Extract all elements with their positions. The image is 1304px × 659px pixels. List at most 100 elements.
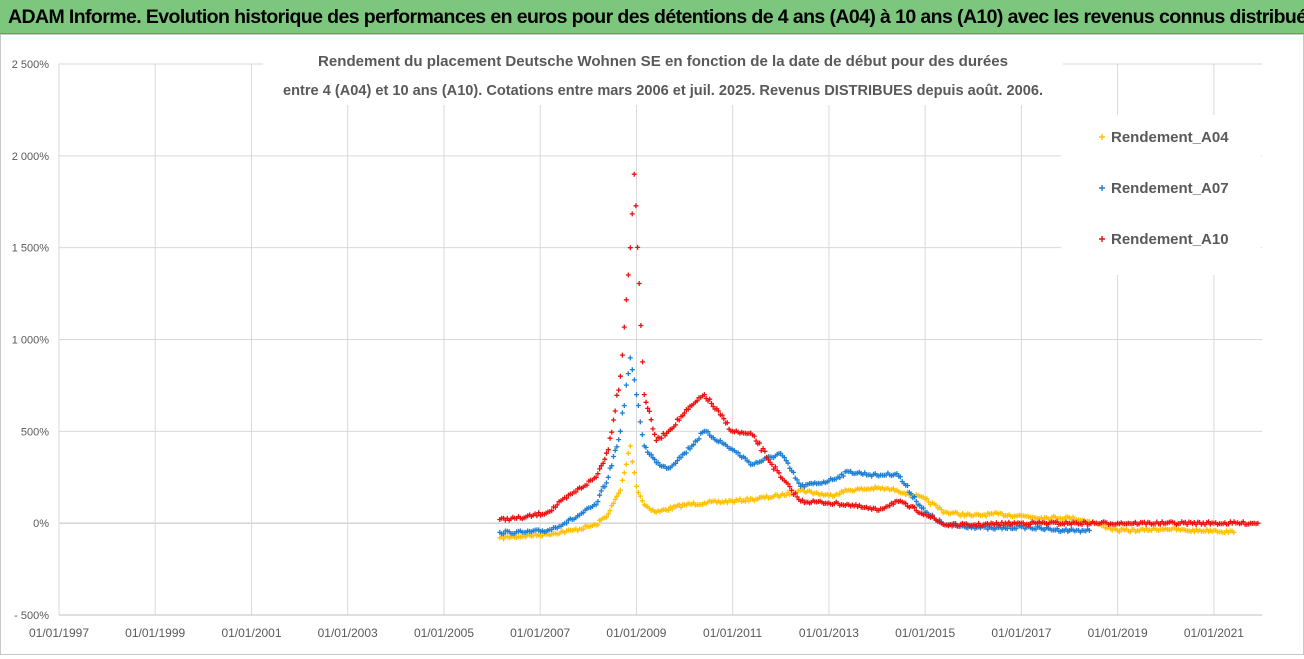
interpolated-points xyxy=(607,490,622,514)
x-tick-label: 01/01/2021 xyxy=(1184,626,1244,640)
legend-marker xyxy=(1099,185,1105,191)
series-Rendement_A04 xyxy=(497,443,1237,542)
x-tick-label: 01/01/2001 xyxy=(221,626,281,640)
interpolated-points xyxy=(876,485,898,494)
interpolated-points xyxy=(499,528,525,537)
data-point xyxy=(682,410,687,416)
y-tick-label: 500% xyxy=(21,426,49,438)
interpolated-points xyxy=(972,519,1023,529)
interpolated-points xyxy=(655,430,670,441)
interpolated-points xyxy=(751,492,782,504)
legend-item-Rendement_A07: Rendement_A07 xyxy=(1099,180,1229,197)
interpolated-points xyxy=(731,448,754,468)
interpolated-points xyxy=(800,487,830,498)
chart-title: Rendement du placement Deutsche Wohnen S… xyxy=(263,43,1063,105)
data-point xyxy=(593,502,599,508)
interpolated-points xyxy=(751,433,782,476)
page-banner-title: ADAM Informe. Evolution historique des p… xyxy=(0,0,1304,34)
interpolated-points xyxy=(655,501,686,514)
x-tick-label: 01/01/2013 xyxy=(799,626,859,640)
interpolated-points xyxy=(629,459,637,476)
interpolated-points xyxy=(1116,526,1139,535)
chart-title-line-2: entre 4 (A04) et 10 ans (A10). Cotations… xyxy=(283,82,1043,99)
interpolated-points xyxy=(924,496,946,516)
data-point xyxy=(617,487,623,493)
interpolated-points xyxy=(619,272,631,358)
interpolated-points xyxy=(547,491,573,514)
legend-label: Rendement_A07 xyxy=(1111,180,1229,197)
interpolated-points xyxy=(848,468,878,479)
interpolated-points xyxy=(876,499,898,513)
data-point xyxy=(617,428,623,434)
interpolated-points xyxy=(499,514,525,523)
interpolated-points xyxy=(1165,525,1187,533)
series-Rendement_A07 xyxy=(497,355,1092,537)
interpolated-points xyxy=(547,516,573,533)
interpolated-points xyxy=(667,451,686,471)
interpolated-points xyxy=(1185,526,1215,535)
interpolated-points xyxy=(731,495,754,505)
data-point xyxy=(634,483,639,489)
interpolated-points xyxy=(800,479,830,490)
legend-background xyxy=(1061,115,1261,275)
interpolated-points xyxy=(896,473,926,511)
interpolated-points xyxy=(1068,519,1119,527)
chart-title-background xyxy=(263,43,1063,105)
interpolated-points xyxy=(635,403,645,438)
interpolated-points xyxy=(924,513,946,527)
legend-marker xyxy=(1099,236,1105,242)
x-tick-label: 01/01/2005 xyxy=(414,626,474,640)
interpolated-points xyxy=(703,396,734,434)
interpolated-points xyxy=(571,502,597,522)
interpolated-points xyxy=(896,498,926,518)
y-tick-label: 2 000% xyxy=(12,151,50,163)
interpolated-points xyxy=(876,470,898,479)
data-point xyxy=(1255,520,1261,526)
data-point xyxy=(617,373,623,379)
x-tick-label: 01/01/2009 xyxy=(606,626,666,640)
data-point xyxy=(1231,529,1237,535)
interpolated-points xyxy=(633,203,646,365)
legend-item-Rendement_A04: Rendement_A04 xyxy=(1099,129,1229,146)
interpolated-points xyxy=(619,450,631,483)
scatter-chart: 2 500% 2 000% 1 500% 1 000% 500% 0% - 500% 01/0… xyxy=(12,43,1262,640)
interpolated-points xyxy=(944,509,974,519)
interpolated-points xyxy=(800,497,830,506)
chart-title-line-1: Rendement du placement Deutsche Wohnen S… xyxy=(318,53,1008,70)
interpolated-points xyxy=(523,510,549,520)
x-tick-label: 01/01/2003 xyxy=(318,626,378,640)
interpolated-points xyxy=(1020,513,1042,522)
interpolated-points xyxy=(731,428,754,437)
interpolated-points xyxy=(848,502,878,512)
interpolated-points xyxy=(683,429,706,456)
interpolated-points xyxy=(571,475,597,495)
interpolated-points xyxy=(1040,525,1071,535)
interpolated-points xyxy=(547,527,573,538)
data-point xyxy=(605,511,611,517)
data-point xyxy=(605,474,611,480)
interpolated-points xyxy=(619,371,631,416)
interpolated-points xyxy=(571,521,597,534)
interpolated-points xyxy=(643,444,658,462)
data-point xyxy=(641,392,647,398)
interpolated-points xyxy=(667,413,686,432)
interpolated-points xyxy=(1116,519,1167,527)
interpolated-points xyxy=(629,211,635,217)
interpolated-points xyxy=(780,453,802,486)
x-tick-label: 01/01/1997 xyxy=(29,626,89,640)
interpolated-points xyxy=(848,484,878,494)
legend: Rendement_A04 Rendement_A07 Rendement_A10 xyxy=(1061,115,1261,275)
interpolated-points xyxy=(703,428,734,452)
interpolated-points xyxy=(683,393,706,413)
interpolated-points xyxy=(1068,526,1091,535)
interpolated-points xyxy=(992,510,1023,520)
interpolated-points xyxy=(595,480,609,504)
interpolated-points xyxy=(523,527,549,535)
grid-layer xyxy=(58,63,1262,616)
x-tick-label: 01/01/2007 xyxy=(510,626,570,640)
interpolated-points xyxy=(972,510,994,519)
legend-label: Rendement_A10 xyxy=(1111,231,1229,248)
series-Rendement_A10 xyxy=(497,171,1261,529)
data-point xyxy=(593,474,599,480)
interpolated-points xyxy=(643,399,658,437)
